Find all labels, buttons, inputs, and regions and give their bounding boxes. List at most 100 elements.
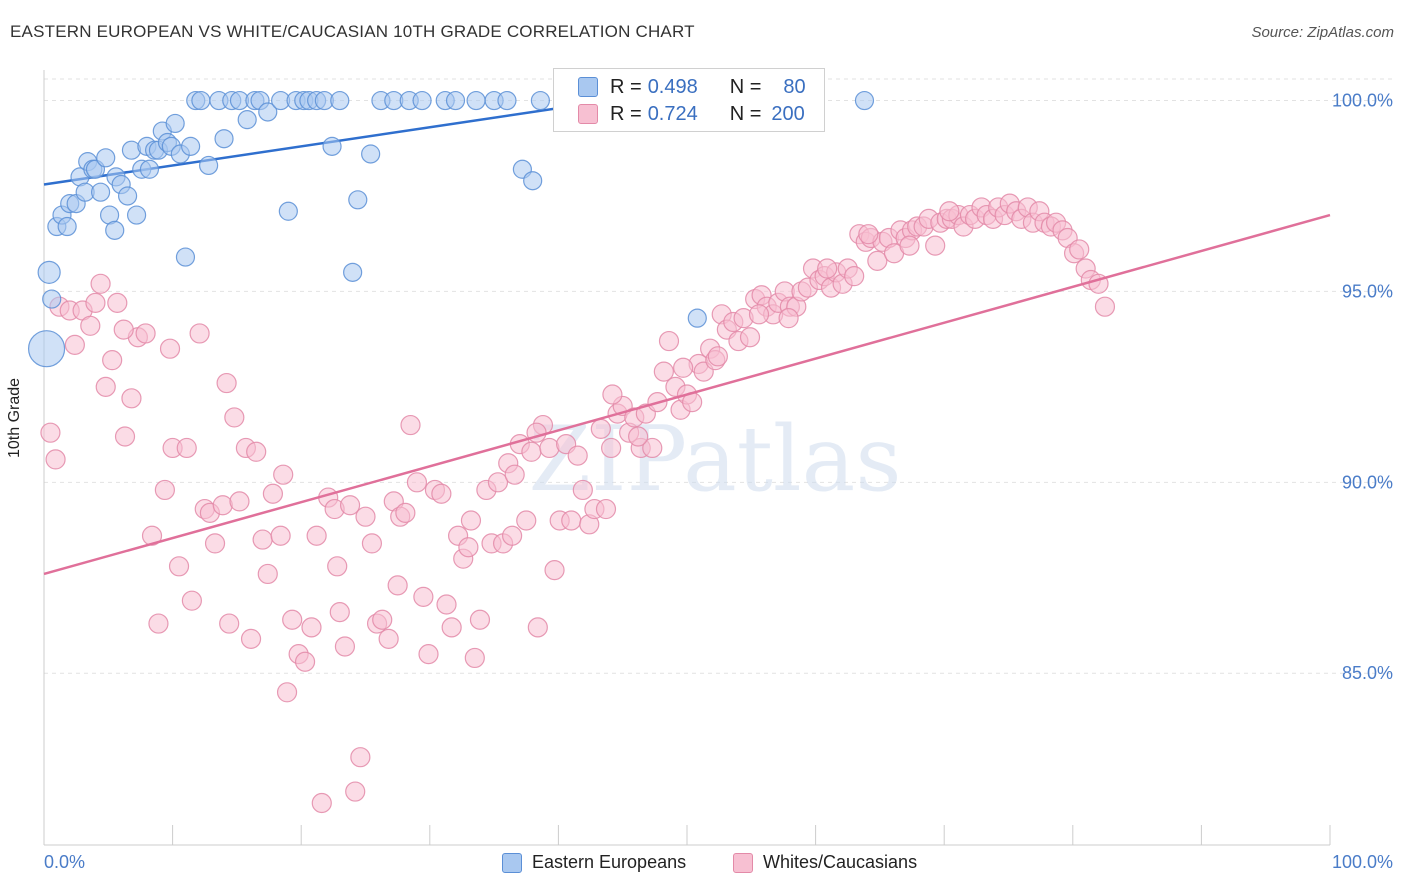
- white-caucasian-point: [817, 258, 838, 279]
- legend-item-eastern-europeans[interactable]: Eastern Europeans: [502, 852, 686, 873]
- white-caucasian-point: [282, 609, 303, 630]
- white-caucasian-point: [262, 483, 284, 504]
- white-caucasian-point: [458, 537, 479, 558]
- axes: [43, 70, 1331, 846]
- r-value: 0.498: [647, 75, 698, 98]
- white-caucasian-point: [113, 319, 134, 340]
- eastern-european-point: [466, 90, 486, 111]
- white-caucasian-point: [159, 338, 181, 359]
- white-caucasian-point: [252, 529, 273, 550]
- y-tick-label: 95.0%: [1342, 281, 1393, 301]
- eastern-european-point: [412, 90, 432, 111]
- tick-labels: 85.0% 90.0% 95.0% 100.0% 0.0% 100.0%: [44, 91, 1393, 872]
- eastern-european-point: [139, 159, 160, 179]
- eastern-european-point: [348, 190, 368, 210]
- eastern-european-point: [105, 220, 125, 240]
- white-caucasian-point: [502, 525, 523, 546]
- white-caucasian-point: [40, 422, 61, 443]
- white-caucasian-point: [95, 376, 116, 397]
- legend-label: Whites/Caucasians: [763, 852, 918, 872]
- white-caucasian-point: [572, 479, 593, 501]
- white-caucasian-point: [372, 609, 393, 630]
- white-caucasian-point: [867, 250, 888, 271]
- white-caucasian-point: [561, 510, 582, 531]
- white-caucasian-point: [1094, 296, 1116, 317]
- white-caucasian-point: [487, 472, 509, 493]
- white-caucasian-point: [350, 747, 371, 768]
- white-caucasian-point: [601, 437, 622, 459]
- white-caucasian-point: [204, 533, 226, 554]
- eastern-european-point: [687, 308, 707, 328]
- white-caucasian-point: [270, 525, 291, 546]
- white-caucasian-point: [212, 495, 233, 516]
- white-caucasian-point: [387, 575, 408, 596]
- legend-item-whites-caucasians[interactable]: Whites/Caucasians: [733, 852, 917, 873]
- eastern-european-point: [497, 90, 517, 111]
- white-caucasian-point: [431, 483, 452, 504]
- eastern-european-point: [530, 90, 550, 111]
- white-caucasian-point: [189, 323, 210, 344]
- white-caucasian-point: [590, 418, 611, 439]
- blue-swatch: [578, 77, 598, 97]
- eastern-european-point: [117, 186, 138, 206]
- white-caucasian-point: [653, 361, 674, 382]
- white-caucasian-point: [114, 426, 136, 447]
- y-tick-label: 90.0%: [1342, 472, 1393, 492]
- eastern-european-point: [361, 144, 381, 164]
- white-caucasian-point: [257, 563, 278, 585]
- white-caucasian-point: [135, 323, 156, 344]
- white-caucasian-point: [844, 266, 865, 287]
- white-caucasian-point: [642, 437, 663, 459]
- white-caucasian-point: [329, 602, 350, 623]
- white-caucasian-point: [306, 525, 327, 546]
- r-value: 0.724: [647, 102, 698, 125]
- n-value: 200: [771, 102, 805, 125]
- eastern-european-point: [199, 155, 219, 176]
- stats-row-white-caucasian: R = 0.724 N = 200: [554, 101, 805, 127]
- white-caucasian-point: [107, 292, 128, 313]
- white-caucasian-point: [595, 498, 617, 520]
- white-caucasian-point: [168, 556, 190, 577]
- eastern-european-point: [165, 113, 185, 134]
- white-caucasian-point: [395, 502, 416, 523]
- white-caucasian-point: [240, 628, 262, 649]
- white-caucasian-point: [301, 617, 322, 638]
- white-caucasian-point: [148, 613, 169, 634]
- y-tick-label: 100.0%: [1332, 91, 1393, 111]
- white-caucasian-point: [121, 388, 142, 409]
- white-caucasian-point: [899, 235, 920, 256]
- white-caucasian-point: [460, 510, 482, 531]
- white-caucasian-point: [80, 315, 101, 336]
- stats-box: R = 0.498 N = 80 R = 0.724 N = 200: [553, 68, 825, 132]
- white-caucasian-point: [229, 491, 250, 512]
- x-tick-label: 100.0%: [1332, 852, 1393, 872]
- white-caucasian-point: [748, 304, 770, 325]
- eastern-european-point: [37, 260, 61, 284]
- n-value: 80: [783, 75, 806, 98]
- white-caucasian-point: [181, 590, 202, 611]
- white-caucasian-point: [1069, 239, 1090, 260]
- white-caucasian-point: [294, 651, 316, 672]
- n-label: N =: [729, 102, 762, 125]
- white-caucasian-point: [176, 437, 197, 459]
- eastern-european-point: [181, 136, 201, 156]
- white-caucasian-point: [602, 384, 623, 405]
- white-caucasian-point: [436, 594, 457, 615]
- white-caucasian-point: [85, 292, 106, 313]
- legend-label: Eastern Europeans: [532, 852, 687, 872]
- white-caucasian-point: [224, 407, 245, 428]
- eastern-european-point: [126, 205, 147, 225]
- white-caucasian-point: [141, 525, 163, 546]
- eastern-european-point: [191, 90, 211, 111]
- eastern-european-point: [343, 262, 363, 282]
- eastern-european-point: [42, 289, 62, 309]
- white-caucasian-point: [273, 464, 294, 485]
- white-caucasian-point: [739, 327, 761, 348]
- white-caucasian-point: [544, 560, 565, 581]
- x-tick-label: 0.0%: [44, 852, 85, 872]
- white-caucasian-trend-line: [43, 213, 1331, 576]
- white-caucasian-point: [345, 781, 366, 802]
- white-caucasian-point: [339, 495, 361, 516]
- n-label: N =: [729, 75, 762, 98]
